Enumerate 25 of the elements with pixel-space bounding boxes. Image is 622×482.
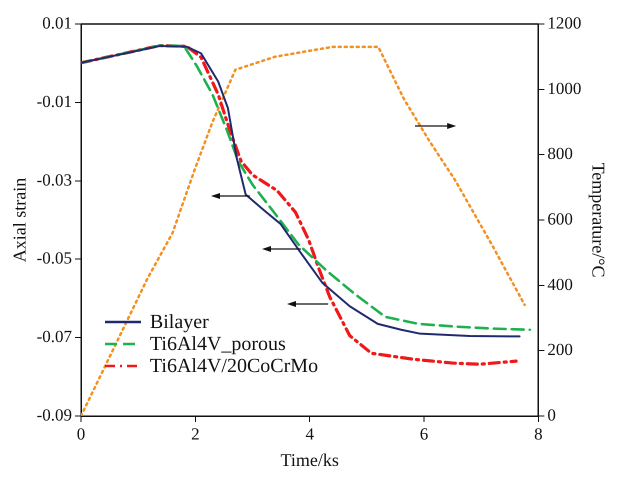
y-tick-label: -0.01 [36,92,72,111]
y2-tick-label: 800 [547,144,573,164]
y-tick-label: -0.05 [36,248,72,268]
x-tick-label: 4 [305,424,314,444]
y-axis-title: Axial strain [10,178,30,262]
y2-tick-label: 1200 [547,13,582,32]
y2-tick-label: 400 [547,274,573,294]
y-tick-label: -0.09 [36,405,72,424]
y2-tick-label: 600 [547,209,573,228]
y2-axis-title: Temperature/°C [588,162,608,278]
legend-label: Ti6Al4V_porous [150,332,286,355]
legend-label: Ti6Al4V/20CoCrMo [150,354,318,377]
line-series [81,46,526,416]
y2-tick-label: 0 [547,405,556,424]
y-tick-label: -0.03 [36,170,72,190]
x-tick-label: 8 [534,424,543,444]
y-tick-label: 0.01 [42,13,72,32]
y-tick-label: -0.07 [36,327,72,346]
y2-tick-label: 200 [547,340,573,360]
legend-label: Bilayer [150,310,209,333]
x-axis-title: Time/ks [280,450,339,470]
y2-tick-label: 1000 [547,78,582,98]
x-tick-label: 6 [420,424,428,444]
x-tick-label: 0 [76,424,86,444]
x-tick-label: 2 [191,424,200,444]
